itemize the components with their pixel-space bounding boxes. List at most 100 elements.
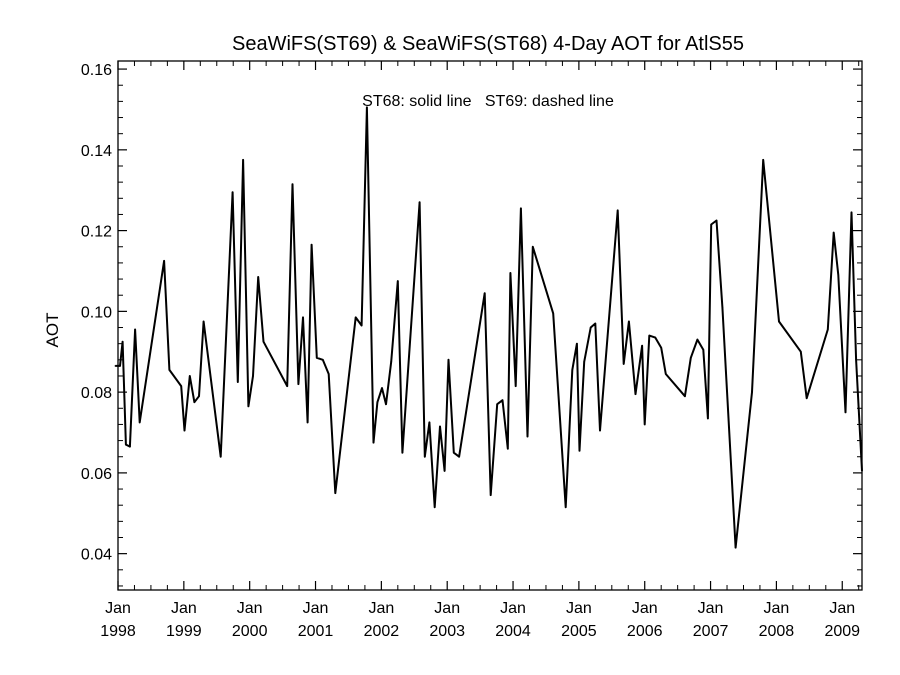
x-tick-year-label: 2006 [627, 623, 663, 640]
data-point [707, 417, 709, 420]
data-point [360, 324, 363, 327]
data-point [134, 328, 136, 331]
x-tick-month-label: Jan [368, 600, 394, 617]
data-point [334, 492, 337, 494]
y-tick-label: 0.04 [81, 547, 112, 564]
data-point [443, 470, 446, 472]
data-point [622, 363, 625, 365]
data-point [428, 421, 431, 424]
data-point [390, 361, 393, 363]
y-tick-label: 0.14 [81, 143, 112, 160]
x-tick-month-label: Jan [105, 600, 131, 617]
data-point [489, 494, 492, 496]
data-point [354, 316, 357, 319]
data-point [648, 334, 651, 337]
data-point [252, 375, 254, 377]
data-point [189, 375, 191, 377]
data-point [844, 411, 847, 414]
data-point [291, 183, 294, 185]
data-point [310, 243, 313, 246]
data-point [684, 395, 686, 398]
data-point [322, 359, 324, 361]
data-point [634, 393, 637, 395]
data-point [496, 403, 499, 406]
data-point [665, 373, 667, 375]
x-tick-year-label: 2009 [824, 623, 860, 640]
x-tick-year-label: 2002 [364, 623, 400, 640]
data-point [660, 346, 662, 349]
data-point [734, 546, 737, 549]
data-point [571, 369, 574, 371]
y-tick-label: 0.08 [81, 385, 112, 402]
data-point [583, 361, 585, 363]
data-point [397, 280, 399, 282]
data-point [418, 201, 421, 204]
x-tick-year-label: 2007 [693, 623, 729, 640]
data-point [237, 381, 239, 383]
data-point [832, 231, 835, 234]
x-axis: Jan 1998 Jan 1999 Jan 2000 Jan 2001 Jan 2002 Jan 20… [100, 61, 860, 640]
data-point [198, 395, 200, 398]
data-point [247, 405, 250, 408]
data-point [262, 340, 265, 343]
x-tick-month-label: Jan [764, 600, 790, 617]
y-axis: 0.04 0.06 0.08 0.10 0.12 0.14 0.16 [81, 62, 862, 587]
data-point [121, 340, 124, 343]
data-point [366, 106, 368, 109]
x-tick-month-label: Jan [829, 600, 855, 617]
line-style-annotation: ST68: solid line ST69: dashed line [362, 93, 614, 110]
data-point [643, 423, 646, 426]
data-point [183, 429, 186, 432]
y-tick-label: 0.16 [81, 62, 112, 79]
data-point [327, 373, 330, 375]
data-point [180, 385, 182, 387]
data-point [257, 276, 260, 278]
y-axis-label: AOT [43, 313, 62, 348]
data-point [855, 359, 857, 361]
x-tick-year-label: 2001 [298, 623, 334, 640]
data-point [458, 455, 460, 458]
data-point [453, 451, 455, 454]
data-point [439, 425, 441, 428]
data-point [696, 338, 699, 341]
x-tick-month-label: Jan [303, 600, 329, 617]
data-point [641, 344, 643, 347]
data-point [654, 336, 657, 339]
y-tick-label: 0.12 [81, 224, 112, 241]
data-point [616, 209, 619, 212]
data-point [721, 306, 724, 309]
data-point [800, 350, 802, 353]
x-tick-year-label: 2000 [232, 623, 268, 640]
data-point [589, 326, 592, 329]
data-point [138, 421, 141, 424]
series-line-solid [115, 106, 863, 549]
data-point [751, 391, 753, 393]
data-point [837, 274, 840, 276]
x-tick-month-label: Jan [698, 600, 724, 617]
data-point [805, 397, 808, 400]
data-point [286, 385, 289, 387]
data-point [424, 455, 426, 458]
data-point [242, 159, 244, 161]
x-tick-year-label: 1998 [100, 623, 136, 640]
data-point [125, 443, 127, 446]
x-tick-month-label: Jan [500, 600, 526, 617]
x-tick-year-label: 2005 [561, 623, 597, 640]
data-point [715, 219, 718, 222]
data-point [129, 445, 131, 448]
data-point [168, 369, 171, 371]
data-point [509, 272, 512, 274]
data-point [381, 387, 383, 389]
y-tick-label: 0.10 [81, 304, 112, 321]
x-tick-month-label: Jan [566, 600, 592, 617]
data-point [628, 320, 630, 323]
data-point [552, 312, 554, 315]
x-tick-month-label: Jan [171, 600, 197, 617]
data-point [401, 451, 404, 454]
data-point [702, 348, 705, 351]
data-point [599, 429, 601, 432]
data-point [193, 401, 196, 404]
data-point [514, 385, 517, 387]
x-tick-year-label: 1999 [166, 623, 202, 640]
